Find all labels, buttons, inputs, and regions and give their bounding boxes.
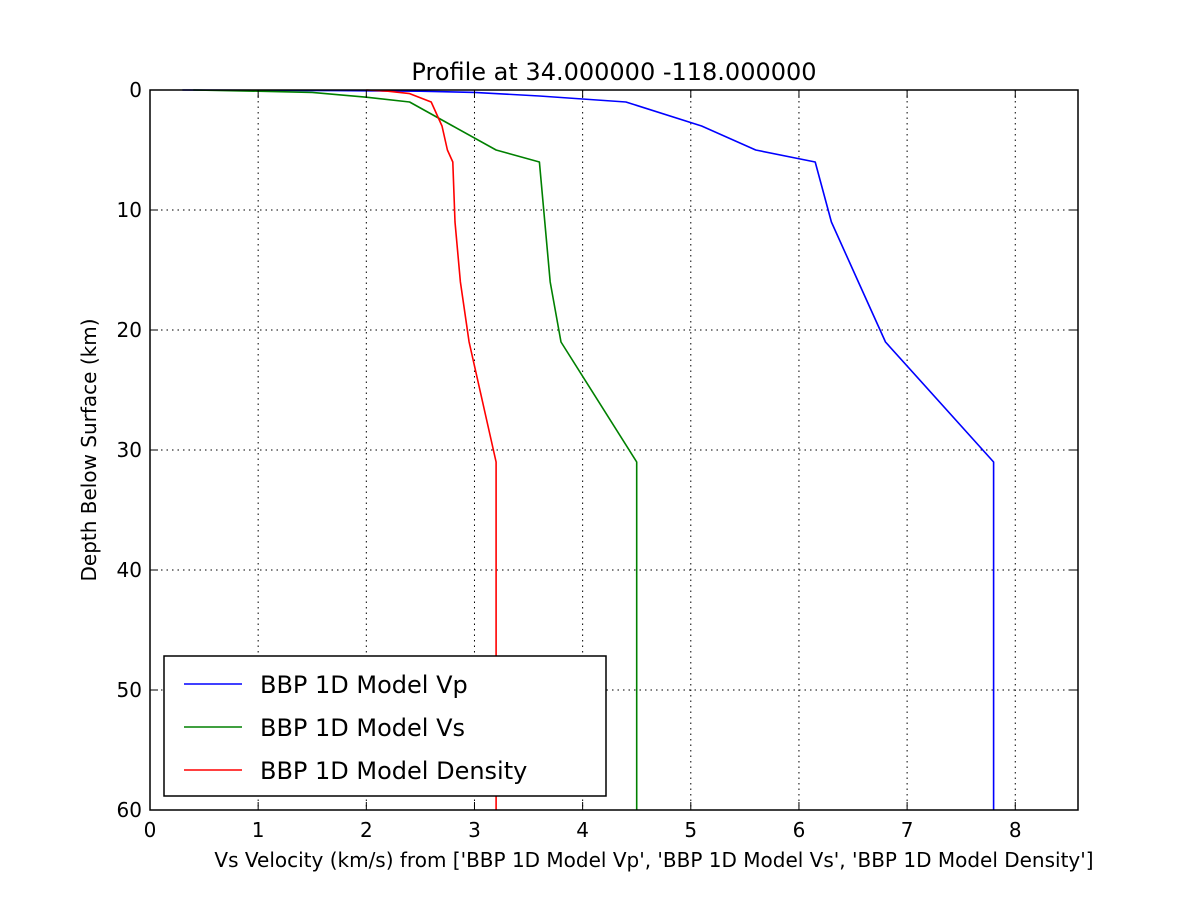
x-tick-label: 8 [1009,818,1022,842]
x-tick-label: 1 [252,818,265,842]
legend: BBP 1D Model Vp BBP 1D Model Vs BBP 1D Mod… [163,655,607,797]
y-tick-label: 20 [117,318,142,342]
legend-entries: BBP 1D Model Vp BBP 1D Model Vs BBP 1D Mod… [184,671,527,785]
chart-title: Profile at 34.000000 -118.000000 [411,58,816,86]
y-tick-label: 50 [117,678,142,702]
series-line-1 [182,89,995,810]
y-tick-label: 10 [117,198,142,222]
x-tick-label: 0 [144,818,157,842]
y-tick-label: 30 [117,438,142,462]
series-line-2 [193,89,638,810]
y-tick-label: 40 [117,558,142,582]
x-tick-label: 5 [684,818,697,842]
y-tick-label: 60 [117,798,142,822]
series-layer [182,89,995,810]
x-tick-label: 2 [360,818,373,842]
legend-label-2: BBP 1D Model Vs [260,714,465,742]
series-line-3 [366,89,497,810]
legend-label-1: BBP 1D Model Vp [260,671,468,699]
x-tick-label: 6 [793,818,806,842]
x-tick-label: 4 [576,818,589,842]
y-axis-label: Depth Below Surface (km) [77,318,101,581]
tick-layer: 0 1 2 3 4 5 6 7 8 0 10 20 30 40 50 60 [117,78,1078,842]
x-axis-label: Vs Velocity (km/s) from ['BBP 1D Model V… [214,848,1093,872]
legend-label-3: BBP 1D Model Density [260,757,527,785]
legend-box [163,655,607,797]
y-tick-label: 0 [129,78,142,102]
x-tick-label: 3 [468,818,481,842]
x-tick-label: 7 [901,818,914,842]
